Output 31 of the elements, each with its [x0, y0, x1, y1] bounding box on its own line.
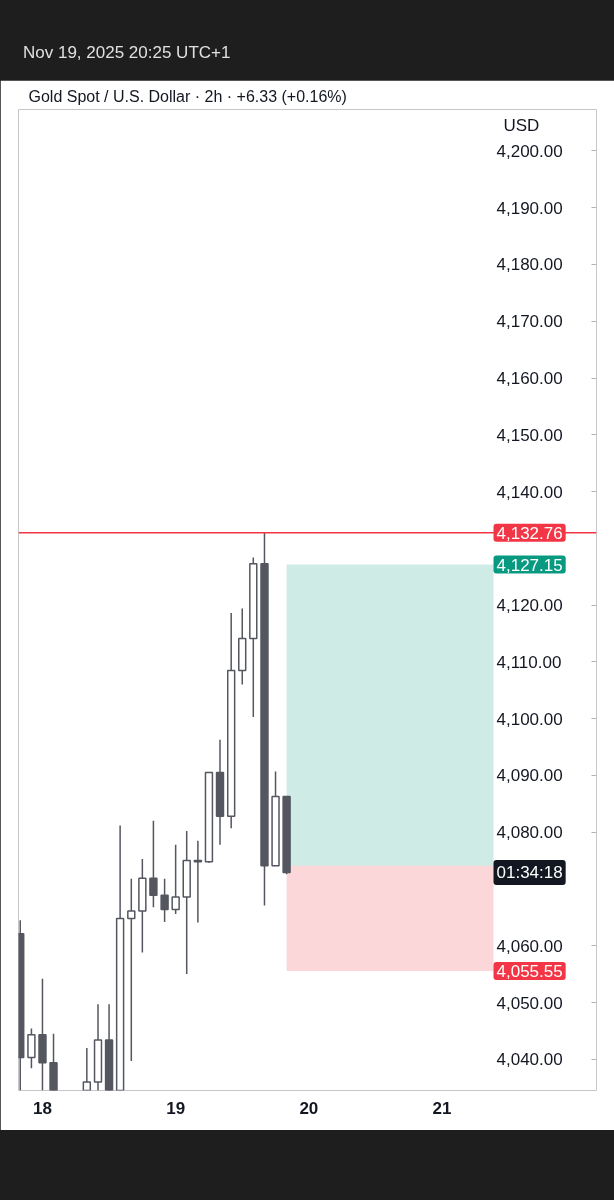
candlestick — [127, 877, 136, 1062]
annotation: 01:34:18 — [496, 863, 563, 882]
y-tick-label: 4,040.00 — [496, 1050, 563, 1070]
x-tick-label: 20 — [299, 1098, 319, 1118]
candlestick — [171, 843, 180, 915]
y-tick-label: 4,200.00 — [496, 141, 563, 161]
candlestick — [149, 820, 158, 908]
y-tick-label: 4,170.00 — [496, 312, 563, 332]
y-tick-label: 4,190.00 — [496, 198, 563, 218]
x-tick-label: 19 — [166, 1098, 186, 1118]
candlestick — [160, 877, 169, 923]
x-tick-label: 18 — [33, 1098, 52, 1118]
y-tick-label: 4,160.00 — [496, 369, 563, 389]
y-tick-label: 4,120.00 — [496, 596, 563, 616]
ref-line-label: 4,132.76 — [496, 523, 563, 543]
chart-title: Gold Spot / U.S. Dollar · 2h · +6.33 (+0.16%) — [28, 87, 347, 105]
y-tick-label: 4,110.00 — [496, 652, 562, 672]
y-tick-label: 4,180.00 — [496, 255, 563, 275]
band-label: 4,055.55 — [496, 962, 563, 981]
y-axis-title: USD — [503, 115, 540, 135]
candlestick — [27, 1027, 36, 1070]
x-tick-label: 21 — [432, 1098, 452, 1118]
y-tick-label: 4,140.00 — [496, 482, 563, 502]
y-tick-label: 4,150.00 — [496, 425, 563, 445]
y-tick-label: 4,100.00 — [496, 709, 563, 729]
band-label: 4,127.15 — [496, 555, 563, 575]
y-tick-label: 4,050.00 — [496, 993, 563, 1013]
chart-subtitle: Nov 19, 2025 20:25 UTC+1 — [23, 42, 231, 64]
y-tick-label: 4,060.00 — [496, 936, 563, 956]
y-tick-label: 4,090.00 — [496, 766, 563, 786]
y-tick-label: 4,080.00 — [496, 823, 563, 843]
